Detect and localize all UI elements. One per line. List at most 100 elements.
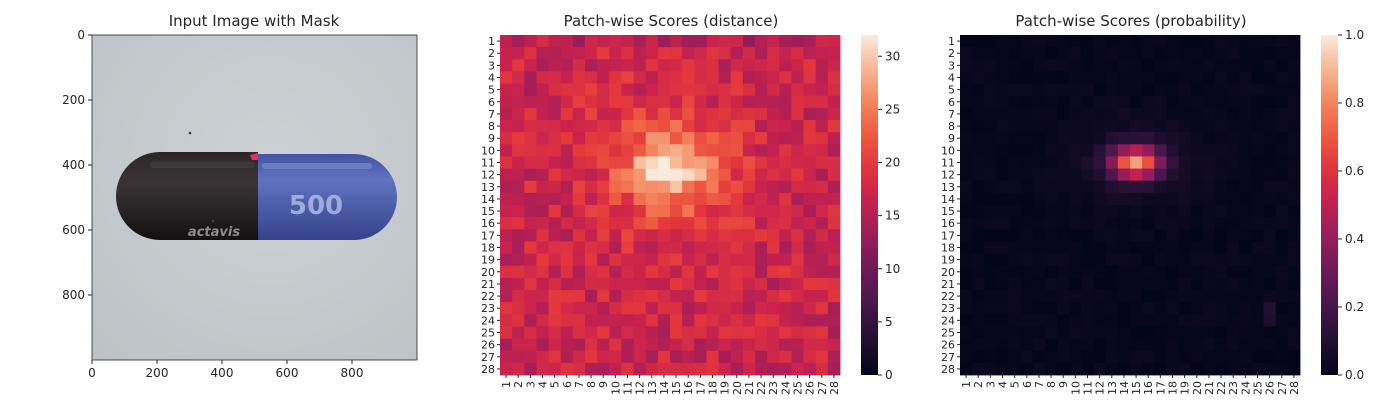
- heatmap-cell: [1263, 168, 1277, 182]
- heatmap-cell: [633, 217, 647, 230]
- heatmap-cell: [694, 95, 707, 109]
- heatmap-cell: [1166, 144, 1179, 157]
- heatmap-cell: [1239, 107, 1252, 121]
- heatmap-cell: [1154, 180, 1167, 194]
- heatmap-cell: [791, 350, 804, 364]
- heatmap-cell: [657, 59, 671, 72]
- heatmap-cell: [1154, 59, 1167, 72]
- heatmap-cell: [548, 350, 562, 364]
- heatmap-cell: [730, 290, 744, 303]
- heatmap-cell: [1020, 180, 1034, 194]
- heatmap-cell: [1178, 59, 1192, 72]
- heatmap-cell: [633, 229, 647, 242]
- heatmap-cell: [1117, 265, 1131, 279]
- heatmap-cell: [1069, 241, 1082, 254]
- heatmap-cell: [1020, 338, 1034, 352]
- row-tick-label: 28: [481, 363, 495, 376]
- heatmap-cell: [500, 120, 513, 133]
- heatmap-cell: [767, 83, 780, 97]
- heatmap-cell: [1251, 302, 1264, 315]
- heatmap-cell: [1251, 192, 1264, 206]
- heatmap-cell: [524, 120, 537, 133]
- heatmap-cell: [1032, 120, 1046, 133]
- heatmap-cell: [742, 71, 756, 84]
- heatmap-cell: [779, 229, 792, 242]
- heatmap-cell: [1263, 362, 1277, 376]
- heatmap-cell: [815, 350, 829, 364]
- heatmap-cell: [1263, 47, 1277, 60]
- heatmap-cell: [767, 47, 780, 60]
- heatmap-cell: [1251, 71, 1264, 84]
- heatmap-cell: [827, 83, 841, 97]
- heatmap-cell: [779, 217, 792, 230]
- heatmap-cell: [1008, 253, 1022, 267]
- heatmap-cell: [524, 35, 537, 48]
- heatmap-cell: [730, 132, 744, 145]
- row-tick-label: 26: [481, 339, 495, 352]
- heatmap-cell: [1142, 350, 1155, 364]
- heatmap-cell: [972, 241, 985, 254]
- heatmap-cell: [1154, 71, 1167, 84]
- heatmap-cell: [572, 168, 586, 182]
- col-tick-label: 3: [524, 381, 537, 388]
- heatmap-cell: [1117, 107, 1131, 121]
- heatmap-cell: [984, 338, 997, 352]
- heatmap-cell: [585, 156, 598, 169]
- heatmap-cell: [1263, 59, 1277, 72]
- heatmap-cell: [585, 59, 598, 72]
- heatmap-cell: [996, 290, 1009, 303]
- heatmap-cell: [633, 59, 647, 72]
- heatmap-cell: [1154, 35, 1167, 48]
- heatmap-cell: [1263, 338, 1277, 352]
- heatmap-cell: [730, 277, 744, 291]
- heatmap-cell: [1093, 253, 1107, 267]
- heatmap-cell: [1142, 132, 1155, 145]
- col-tick-label: 27: [816, 381, 829, 395]
- heatmap-cell: [1263, 95, 1277, 109]
- heatmap-cell: [1020, 144, 1034, 157]
- heatmap-cell: [1178, 302, 1192, 315]
- heatmap-cell: [827, 144, 841, 157]
- heatmap-cell: [1251, 168, 1264, 182]
- heatmap-cell: [1178, 205, 1192, 218]
- heatmap-cell: [755, 277, 768, 291]
- heatmap-cell: [1093, 241, 1107, 254]
- heatmap-cell: [1251, 83, 1264, 97]
- heatmap-cell: [730, 59, 744, 72]
- heatmap-cell: [1081, 71, 1094, 84]
- heatmap-cell: [682, 205, 695, 218]
- heatmap-cell: [984, 71, 997, 84]
- heatmap-cell: [1069, 47, 1082, 60]
- heatmap-cell: [1215, 59, 1228, 72]
- heatmap-cell: [536, 290, 549, 303]
- heatmap-cell: [706, 47, 719, 60]
- heatmap-cell: [1202, 35, 1216, 48]
- heatmap-cell: [960, 168, 973, 182]
- heatmap-cell: [524, 168, 537, 182]
- heatmap-cell: [960, 35, 973, 48]
- heatmap-cell: [1008, 144, 1022, 157]
- capsule-cap: [116, 152, 258, 240]
- heatmap-cell: [1275, 95, 1289, 109]
- heatmap-cell: [1239, 168, 1252, 182]
- heatmap-cell: [984, 144, 997, 157]
- col-tick-label: 7: [573, 381, 586, 388]
- heatmap-cell: [500, 180, 513, 194]
- heatmap-cell: [827, 241, 841, 254]
- heatmap-cell: [779, 265, 792, 279]
- heatmap-cell: [609, 107, 622, 121]
- heatmap-cell: [1069, 217, 1082, 230]
- heatmap-cell: [670, 326, 683, 339]
- heatmap-cell: [1178, 192, 1192, 206]
- col-tick-label: 9: [1057, 381, 1070, 388]
- heatmap-cell: [1130, 59, 1143, 72]
- heatmap-cell: [791, 302, 804, 315]
- heatmap-cell: [718, 35, 732, 48]
- heatmap-cell: [1093, 290, 1107, 303]
- heatmap-cell: [984, 217, 997, 230]
- heatmap-cell: [597, 290, 610, 303]
- heatmap-cell: [803, 338, 817, 352]
- heatmap-cell: [1069, 350, 1082, 364]
- heatmap-cell: [1057, 362, 1070, 376]
- row-tick-label: 22: [481, 290, 495, 303]
